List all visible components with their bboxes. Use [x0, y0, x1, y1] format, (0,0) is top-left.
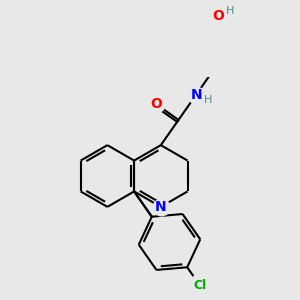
- Text: N: N: [155, 200, 166, 214]
- Text: H: H: [226, 6, 234, 16]
- Text: Cl: Cl: [193, 279, 207, 292]
- Text: N: N: [190, 88, 202, 102]
- Text: O: O: [213, 9, 224, 23]
- Text: H: H: [204, 95, 213, 105]
- Text: O: O: [150, 97, 162, 111]
